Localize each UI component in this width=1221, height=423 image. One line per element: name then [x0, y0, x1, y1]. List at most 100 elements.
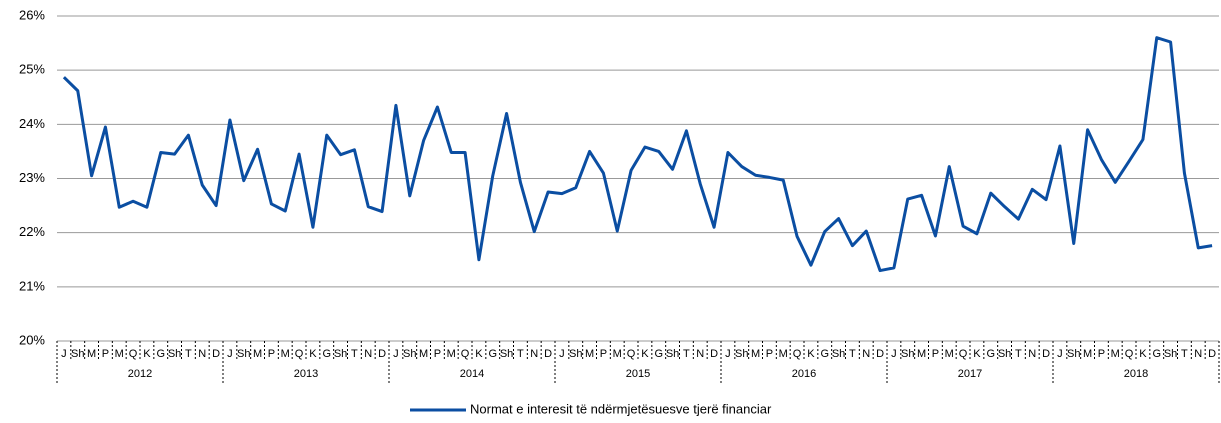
x-tick-label: D — [212, 348, 220, 360]
x-tick-label: Sh — [735, 348, 748, 360]
x-tick-label: P — [600, 348, 607, 360]
x-tick-label: M — [585, 348, 594, 360]
x-tick-label: M — [1111, 348, 1120, 360]
x-tick-label: P — [268, 348, 275, 360]
legend-label: Normat e interesit të ndërmjetësuesve tj… — [470, 401, 772, 416]
x-tick-label: G — [820, 348, 829, 360]
x-tick-label: Sh — [832, 348, 845, 360]
year-label: 2014 — [460, 368, 484, 380]
x-tick-label: G — [1152, 348, 1161, 360]
x-tick-label: N — [530, 348, 538, 360]
x-tick-label: J — [393, 348, 399, 360]
x-tick-label: G — [986, 348, 995, 360]
year-label: 2018 — [1124, 368, 1148, 380]
x-tick-label: D — [876, 348, 884, 360]
x-tick-label: Sh — [71, 348, 84, 360]
y-tick-label: 26% — [19, 7, 45, 22]
x-tick-label: P — [1098, 348, 1105, 360]
x-tick-label: N — [1194, 348, 1202, 360]
x-tick-label: K — [807, 348, 815, 360]
x-tick-label: K — [1139, 348, 1147, 360]
x-tick-label: Sh — [901, 348, 914, 360]
x-tick-label: Q — [959, 348, 968, 360]
x-tick-label: K — [143, 348, 151, 360]
x-tick-label: J — [891, 348, 897, 360]
year-label: 2015 — [626, 368, 650, 380]
x-tick-label: N — [862, 348, 870, 360]
x-tick-label: M — [945, 348, 954, 360]
x-tick-label: D — [1208, 348, 1216, 360]
x-tick-label: T — [1181, 348, 1188, 360]
x-tick-label: Q — [461, 348, 470, 360]
x-tick-label: J — [559, 348, 565, 360]
y-tick-label: 24% — [19, 116, 45, 131]
x-tick-label: J — [61, 348, 67, 360]
x-tick-label: Q — [1125, 348, 1134, 360]
x-tick-label: Sh — [569, 348, 582, 360]
x-tick-label: K — [641, 348, 649, 360]
x-tick-label: Q — [295, 348, 304, 360]
x-tick-label: M — [779, 348, 788, 360]
x-tick-label: Sh — [403, 348, 416, 360]
y-tick-label: 22% — [19, 224, 45, 239]
x-tick-label: T — [683, 348, 690, 360]
x-tick-label: Sh — [1067, 348, 1080, 360]
year-label: 2013 — [294, 368, 318, 380]
x-tick-label: M — [613, 348, 622, 360]
x-tick-label: N — [696, 348, 704, 360]
x-tick-label: D — [710, 348, 718, 360]
x-tick-label: M — [1083, 348, 1092, 360]
year-label: 2012 — [128, 368, 152, 380]
x-tick-label: D — [544, 348, 552, 360]
x-tick-label: N — [1028, 348, 1036, 360]
x-tick-label: M — [917, 348, 926, 360]
x-tick-label: Sh — [666, 348, 679, 360]
x-tick-label: Sh — [500, 348, 513, 360]
x-tick-label: G — [488, 348, 497, 360]
x-tick-label: D — [378, 348, 386, 360]
x-tick-label: P — [932, 348, 939, 360]
x-tick-label: Q — [129, 348, 138, 360]
x-tick-label: Q — [793, 348, 802, 360]
x-tick-label: Sh — [1164, 348, 1177, 360]
x-tick-label: K — [475, 348, 483, 360]
x-tick-label: D — [1042, 348, 1050, 360]
x-tick-label: T — [517, 348, 524, 360]
x-tick-label: Sh — [237, 348, 250, 360]
x-tick-label: M — [751, 348, 760, 360]
x-tick-label: M — [419, 348, 428, 360]
x-tick-label: M — [115, 348, 124, 360]
x-tick-label: P — [102, 348, 109, 360]
line-series — [62, 36, 1213, 273]
x-tick-label: K — [973, 348, 981, 360]
x-tick-label: M — [281, 348, 290, 360]
x-tick-label: G — [654, 348, 663, 360]
x-tick-label: Sh — [998, 348, 1011, 360]
x-tick-label: T — [849, 348, 856, 360]
x-tick-label: M — [253, 348, 262, 360]
x-tick-label: K — [309, 348, 317, 360]
x-tick-label: J — [1057, 348, 1063, 360]
x-tick-label: N — [198, 348, 206, 360]
x-tick-label: T — [185, 348, 192, 360]
x-tick-label: G — [156, 348, 165, 360]
x-tick-label: G — [322, 348, 331, 360]
year-label: 2017 — [958, 368, 982, 380]
x-tick-label: M — [87, 348, 96, 360]
x-tick-label: Q — [627, 348, 636, 360]
y-tick-label: 25% — [19, 62, 45, 77]
x-tick-label: Sh — [168, 348, 181, 360]
x-tick-label: T — [351, 348, 358, 360]
x-tick-label: J — [725, 348, 731, 360]
x-tick-label: J — [227, 348, 233, 360]
x-tick-label: M — [447, 348, 456, 360]
y-tick-label: 21% — [19, 278, 45, 293]
x-tick-label: P — [434, 348, 441, 360]
x-tick-label: Sh — [334, 348, 347, 360]
x-tick-label: P — [766, 348, 773, 360]
y-tick-label: 20% — [19, 332, 45, 347]
year-label: 2016 — [792, 368, 816, 380]
x-tick-label: N — [364, 348, 372, 360]
y-tick-label: 23% — [19, 170, 45, 185]
